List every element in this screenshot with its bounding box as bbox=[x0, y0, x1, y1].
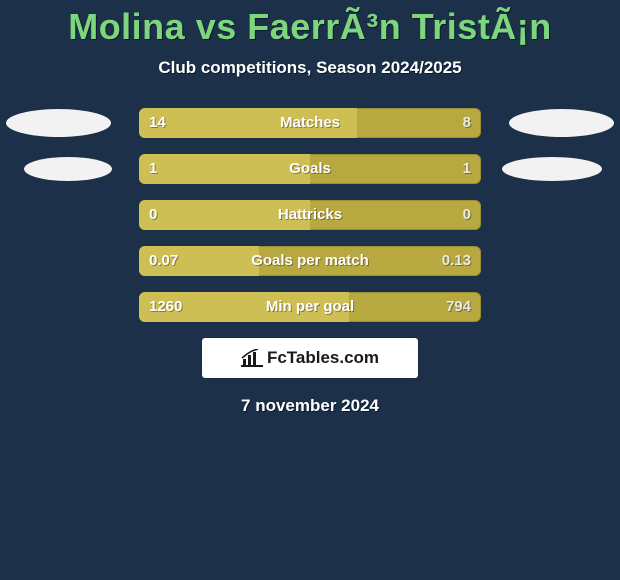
stat-row: 0Hattricks0 bbox=[0, 200, 620, 230]
brand-label: FcTables.com bbox=[267, 348, 379, 368]
stat-metric: Goals bbox=[139, 154, 481, 184]
stat-metric: Hattricks bbox=[139, 200, 481, 230]
club-badge-right bbox=[502, 157, 602, 181]
bar-chart-icon bbox=[241, 349, 263, 367]
stat-value-right: 794 bbox=[446, 292, 471, 322]
stat-value-right: 0.13 bbox=[442, 246, 471, 276]
stat-metric: Goals per match bbox=[139, 246, 481, 276]
stat-bar: 0Hattricks0 bbox=[139, 200, 481, 230]
stat-value-right: 1 bbox=[463, 154, 471, 184]
club-badge-left bbox=[24, 157, 112, 181]
stat-metric: Min per goal bbox=[139, 292, 481, 322]
stat-row: 0.07Goals per match0.13 bbox=[0, 246, 620, 276]
page-root: Molina vs FaerrÃ³n TristÃ¡n Club competi… bbox=[0, 0, 620, 580]
stat-metric: Matches bbox=[139, 108, 481, 138]
brand-logo: FcTables.com bbox=[202, 338, 418, 378]
club-badge-right bbox=[509, 109, 614, 137]
stat-bar: 14Matches8 bbox=[139, 108, 481, 138]
stat-bar: 1Goals1 bbox=[139, 154, 481, 184]
club-badge-left bbox=[6, 109, 111, 137]
stat-row: 1260Min per goal794 bbox=[0, 292, 620, 322]
date-label: 7 november 2024 bbox=[0, 396, 620, 416]
stat-row: 1Goals1 bbox=[0, 154, 620, 184]
stat-value-right: 8 bbox=[463, 108, 471, 138]
page-title: Molina vs FaerrÃ³n TristÃ¡n bbox=[0, 0, 620, 48]
stat-bar: 1260Min per goal794 bbox=[139, 292, 481, 322]
page-subtitle: Club competitions, Season 2024/2025 bbox=[0, 58, 620, 78]
stats-table: 14Matches8 1Goals1 0Hattricks0 0.07Goals pe… bbox=[0, 108, 620, 322]
stat-value-right: 0 bbox=[463, 200, 471, 230]
stat-bar: 0.07Goals per match0.13 bbox=[139, 246, 481, 276]
stat-row: 14Matches8 bbox=[0, 108, 620, 138]
